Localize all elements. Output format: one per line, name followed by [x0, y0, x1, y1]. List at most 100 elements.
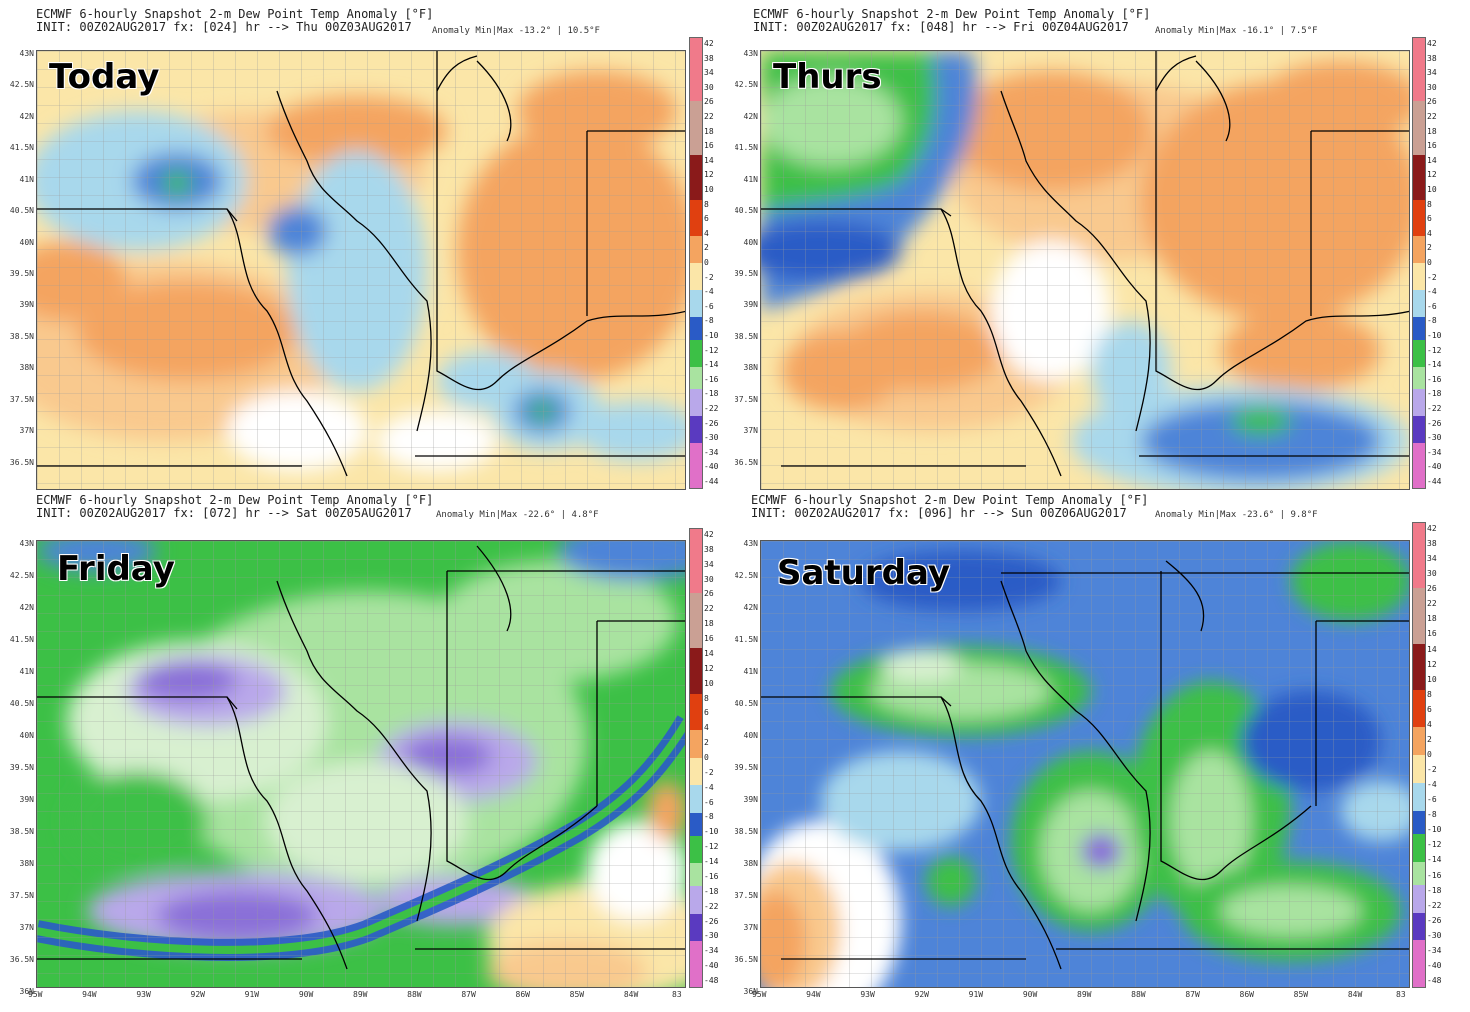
colorbar-tick: 18	[704, 126, 714, 136]
colorbar-tick: -48	[704, 976, 719, 985]
lat-tick: 40N	[743, 731, 758, 740]
colorbar-tick: 42	[1427, 39, 1437, 48]
lon-tick: 93W	[860, 990, 875, 999]
panel-thurs: ECMWF 6-hourly Snapshot 2-m Dew Point Te…	[735, 0, 1470, 506]
lat-tick: 42.5N	[9, 80, 34, 90]
colorbar-tick: 22	[1427, 599, 1437, 609]
anomaly-minmax: Anomaly Min|Max -16.1° | 7.5°F	[1155, 26, 1318, 36]
lon-tick: 90W	[298, 990, 314, 999]
colorbar-tick: 12	[704, 663, 714, 673]
colorbar-tick: 4	[1427, 228, 1432, 238]
colorbar	[1412, 522, 1426, 988]
colorbar-tick: 6	[704, 708, 709, 718]
lat-labels: 43N 42.5N 42N 41.5N 41N 40.5N 40N 39.5N 39N 38.5N…	[0, 539, 36, 996]
lon-tick: 94W	[806, 990, 821, 999]
colorbar-tick: 26	[1427, 584, 1437, 594]
colorbar-tick: 38	[704, 544, 714, 554]
lat-tick: 39N	[743, 795, 758, 804]
colorbar-tick: -2	[704, 272, 714, 282]
colorbar-labels: 42 38 34 30 26 22 18 16 14 12 10 8 6 4 2 0 -2 -4 -6 -8 -10 -1…	[1427, 522, 1453, 988]
colorbar-tick: 2	[1427, 734, 1432, 744]
colorbar-tick: -12	[1427, 840, 1442, 850]
colorbar-tick: -8	[704, 316, 714, 326]
colorbar-tick: 0	[704, 753, 709, 762]
colorbar-tick: -18	[1427, 885, 1442, 895]
colorbar-tick: 16	[704, 141, 714, 151]
colorbar-tick: 34	[704, 559, 714, 569]
colorbar-tick: 8	[704, 693, 709, 703]
colorbar-tick: -16	[1427, 374, 1442, 384]
colorbar-tick: -16	[704, 374, 719, 384]
colorbar-tick: -4	[1427, 287, 1437, 297]
lon-tick: 91W	[244, 990, 260, 999]
colorbar-tick: -4	[704, 782, 714, 792]
colorbar-tick: 12	[704, 170, 714, 180]
lon-labels: 95W 94W 93W 92W 91W 90W 89W 88W 87W 86W 85W 84W 83	[752, 990, 1410, 1002]
panel-today: ECMWF 6-hourly Snapshot 2-m Dew Point Te…	[0, 0, 735, 506]
anomaly-minmax: Anomaly Min|Max -22.6° | 4.8°F	[436, 510, 599, 520]
panel-init: INIT: 00Z02AUG2017 fx: [096] hr --> Sun …	[751, 506, 1127, 520]
colorbar-tick: 18	[1427, 614, 1437, 624]
map-area: Thurs	[760, 50, 1410, 490]
lon-tick: 83	[672, 990, 682, 999]
colorbar-tick: -30	[1427, 930, 1442, 940]
colorbar-tick: -22	[1427, 404, 1442, 413]
lon-tick: 88W	[1131, 990, 1146, 999]
panel-title: ECMWF 6-hourly Snapshot 2-m Dew Point Te…	[36, 7, 434, 21]
colorbar-tick: -10	[1427, 825, 1442, 835]
panel-title: ECMWF 6-hourly Snapshot 2-m Dew Point Te…	[753, 7, 1151, 21]
lat-tick: 36.5N	[9, 457, 34, 467]
colorbar-tick: -16	[1427, 870, 1442, 880]
colorbar-tick: 34	[704, 68, 714, 78]
colorbar-tick: 38	[1427, 539, 1437, 549]
lat-tick: 43N	[743, 49, 758, 58]
colorbar	[689, 528, 703, 988]
colorbar-tick: -44	[704, 477, 719, 486]
lat-tick: 36.5N	[9, 955, 34, 964]
anomaly-map	[761, 541, 1409, 987]
colorbar-tick: 16	[704, 634, 714, 644]
day-label: Thurs	[773, 57, 882, 97]
colorbar-tick: 22	[704, 604, 714, 614]
colorbar-tick: -8	[1427, 810, 1437, 820]
colorbar-tick: 30	[704, 574, 714, 584]
colorbar-tick: -18	[704, 886, 719, 896]
colorbar-tick: -34	[704, 447, 719, 457]
lon-tick: 85W	[1293, 990, 1309, 999]
lat-tick: 42N	[19, 603, 34, 612]
lat-tick: 39.5N	[735, 763, 758, 772]
colorbar-tick: -8	[704, 812, 714, 822]
colorbar-tick: -2	[704, 767, 714, 777]
lat-labels: 43N 42.5N 42N 41.5N 41N 40.5N 40N 39.5N 39N 38.5N…	[735, 539, 760, 996]
lat-tick: 42N	[743, 603, 758, 612]
colorbar-tick: 14	[704, 155, 714, 165]
lat-tick: 37.5N	[9, 891, 34, 900]
lat-tick: 40.5N	[735, 699, 758, 708]
lat-tick: 38N	[19, 363, 34, 373]
lon-tick: 93W	[136, 990, 151, 999]
colorbar-tick: 18	[704, 619, 714, 629]
lon-tick: 86W	[515, 990, 530, 999]
lat-tick: 41N	[743, 667, 758, 676]
colorbar-tick: -6	[704, 797, 714, 807]
colorbar-tick: -6	[1427, 301, 1437, 311]
lat-tick: 43N	[19, 539, 34, 548]
lat-tick: 40.5N	[9, 206, 34, 216]
colorbar-tick: -18	[1427, 389, 1442, 399]
colorbar-tick: 26	[704, 97, 714, 107]
lat-tick: 39.5N	[9, 269, 34, 278]
colorbar	[689, 37, 703, 489]
lat-tick: 37N	[743, 426, 758, 436]
colorbar-tick: -14	[1427, 855, 1442, 865]
lat-tick: 36.5N	[735, 457, 758, 467]
lat-tick: 41N	[19, 667, 34, 676]
colorbar-tick: -34	[1427, 945, 1442, 955]
colorbar-tick: -14	[704, 857, 719, 867]
lat-labels: 43N 42.5N 42N 41.5N 41N 40.5N 40N 39.5N 39N 38.5N…	[0, 49, 36, 490]
colorbar-tick: -12	[704, 345, 719, 355]
colorbar-tick: -26	[704, 916, 719, 926]
colorbar-tick: -34	[704, 946, 719, 956]
colorbar-tick: 26	[704, 589, 714, 599]
colorbar-tick: 2	[704, 243, 709, 253]
lon-tick: 83	[1396, 990, 1406, 999]
